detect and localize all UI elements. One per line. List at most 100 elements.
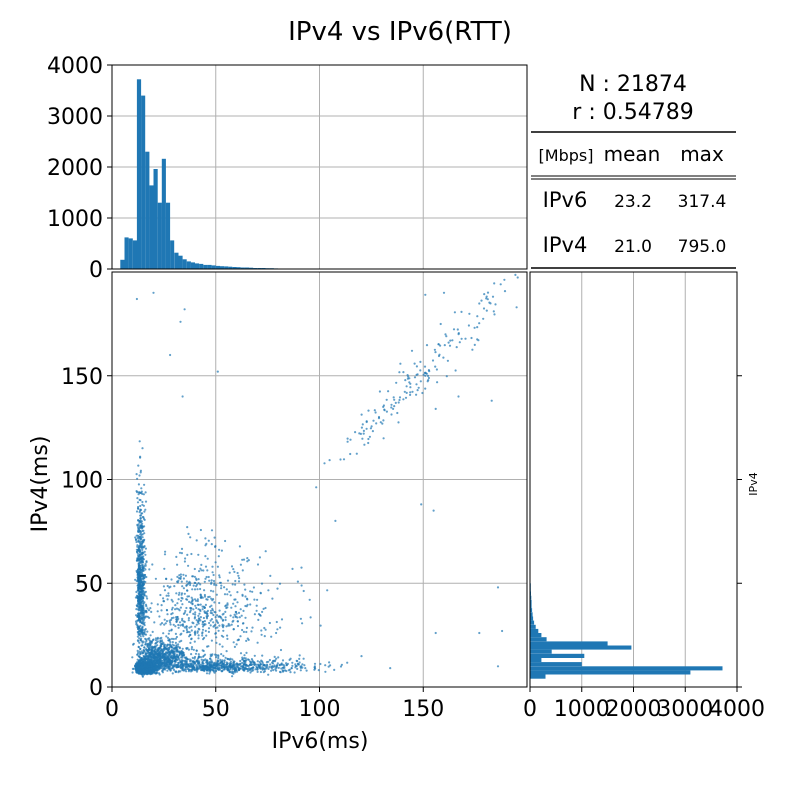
scatter-point [455, 346, 458, 349]
scatter-point [136, 649, 139, 653]
scatter-point [447, 341, 450, 344]
scatter-point [363, 443, 366, 446]
scatter-point [177, 593, 180, 596]
scatter-point [319, 662, 322, 666]
scatter-point [170, 646, 174, 649]
scatter-point [156, 649, 159, 652]
scatter-point [209, 655, 212, 658]
scatter-point [175, 635, 178, 639]
scatter-point [173, 585, 176, 588]
scatter-point [209, 624, 212, 627]
scatter-point [237, 638, 240, 641]
scatter-point [235, 662, 238, 665]
scatter-point [201, 661, 204, 664]
scatter-point [138, 617, 141, 620]
scatter-point [135, 473, 138, 476]
scatter-point [275, 631, 278, 635]
scatter-point [141, 492, 144, 495]
scatter-point [196, 599, 199, 603]
scatter-point [419, 360, 422, 363]
scatter-point [204, 658, 207, 661]
scatter-point [236, 620, 239, 623]
scatter-point [154, 577, 157, 580]
ipv6-histogram-bar [174, 252, 179, 269]
scatter-point [205, 575, 208, 579]
scatter-point [489, 302, 492, 305]
scatter-point [161, 648, 164, 651]
scatter-point [135, 671, 138, 674]
scatter-point [196, 583, 199, 586]
scatter-point [417, 386, 420, 389]
scatter-point [171, 606, 174, 609]
scatter-point [138, 491, 141, 494]
scatter-point [146, 607, 149, 610]
scatter-point [160, 659, 163, 662]
scatter-point [154, 647, 157, 651]
scatter-point [173, 665, 176, 668]
scatter-point [138, 529, 141, 532]
scatter-point [231, 583, 234, 586]
scatter-point [166, 636, 170, 640]
scatter-point [209, 657, 212, 660]
scatter-point [267, 667, 270, 671]
scatter-point [276, 587, 279, 590]
ipv6-histogram-bar [215, 265, 220, 269]
scatter-point [259, 614, 262, 617]
scatter-point [191, 656, 194, 660]
scatter-point [186, 553, 189, 557]
scatter-point [136, 507, 140, 510]
scatter-point [238, 668, 241, 671]
scatter-point [199, 594, 202, 597]
scatter-point [193, 617, 196, 620]
scatter-point [138, 541, 142, 544]
scatter-point [137, 651, 140, 655]
scatter-point [154, 637, 158, 640]
scatter-point [188, 600, 191, 604]
scatter-point [134, 664, 137, 667]
scatter-point [199, 667, 202, 670]
scatter-point [141, 616, 144, 620]
scatter-point [229, 668, 232, 671]
scatter-point [140, 581, 143, 584]
scatter-point [143, 580, 146, 583]
scatter-point [164, 651, 168, 654]
scatter-point [139, 560, 142, 564]
scatter-point [178, 621, 182, 624]
ipv6-histogram-bar [199, 263, 204, 269]
scatter-point [165, 620, 169, 623]
scatter-point [494, 303, 497, 306]
scatter-point [168, 586, 171, 589]
scatter-point [192, 667, 195, 671]
scatter-point [216, 626, 219, 629]
scatter-point [176, 665, 179, 668]
scatter-point [244, 659, 247, 662]
scatter-point [201, 608, 204, 611]
scatter-point [170, 637, 174, 641]
scatter-point [231, 658, 234, 661]
scatter-point [381, 422, 384, 425]
scatter-point [192, 608, 195, 611]
scatter-point [212, 625, 215, 628]
scatter-point [186, 595, 189, 598]
scatter-point [210, 618, 213, 621]
scatter-point [137, 575, 140, 578]
scatter-point [393, 405, 396, 408]
scatter-point [185, 584, 188, 587]
scatter-point [216, 621, 220, 625]
scatter-point [178, 591, 181, 595]
scatter-point [202, 616, 205, 620]
scatter-point [160, 662, 163, 666]
scatter-point [216, 666, 219, 669]
scatter-point [183, 669, 186, 672]
scatter-point [186, 658, 189, 661]
scatter-point [136, 615, 139, 618]
scatter-point [207, 539, 210, 542]
scatter-point [189, 607, 192, 610]
scatter-point [166, 656, 169, 660]
scatter-point [276, 662, 279, 665]
scatter-point [141, 500, 144, 504]
scatter-point [257, 618, 260, 622]
scatter-point [143, 532, 146, 535]
scatter-point [410, 349, 414, 352]
scatter-point [367, 437, 370, 441]
